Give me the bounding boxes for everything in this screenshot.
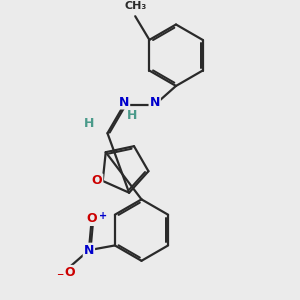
- Text: O: O: [92, 174, 102, 188]
- Text: N: N: [149, 95, 160, 109]
- Text: ⁻: ⁻: [56, 270, 63, 284]
- Text: N: N: [119, 95, 129, 109]
- Text: H: H: [84, 117, 95, 130]
- Text: N: N: [84, 244, 94, 257]
- Text: +: +: [99, 211, 107, 221]
- Text: O: O: [86, 212, 97, 225]
- Text: O: O: [65, 266, 75, 279]
- Text: CH₃: CH₃: [124, 1, 146, 10]
- Text: H: H: [127, 109, 138, 122]
